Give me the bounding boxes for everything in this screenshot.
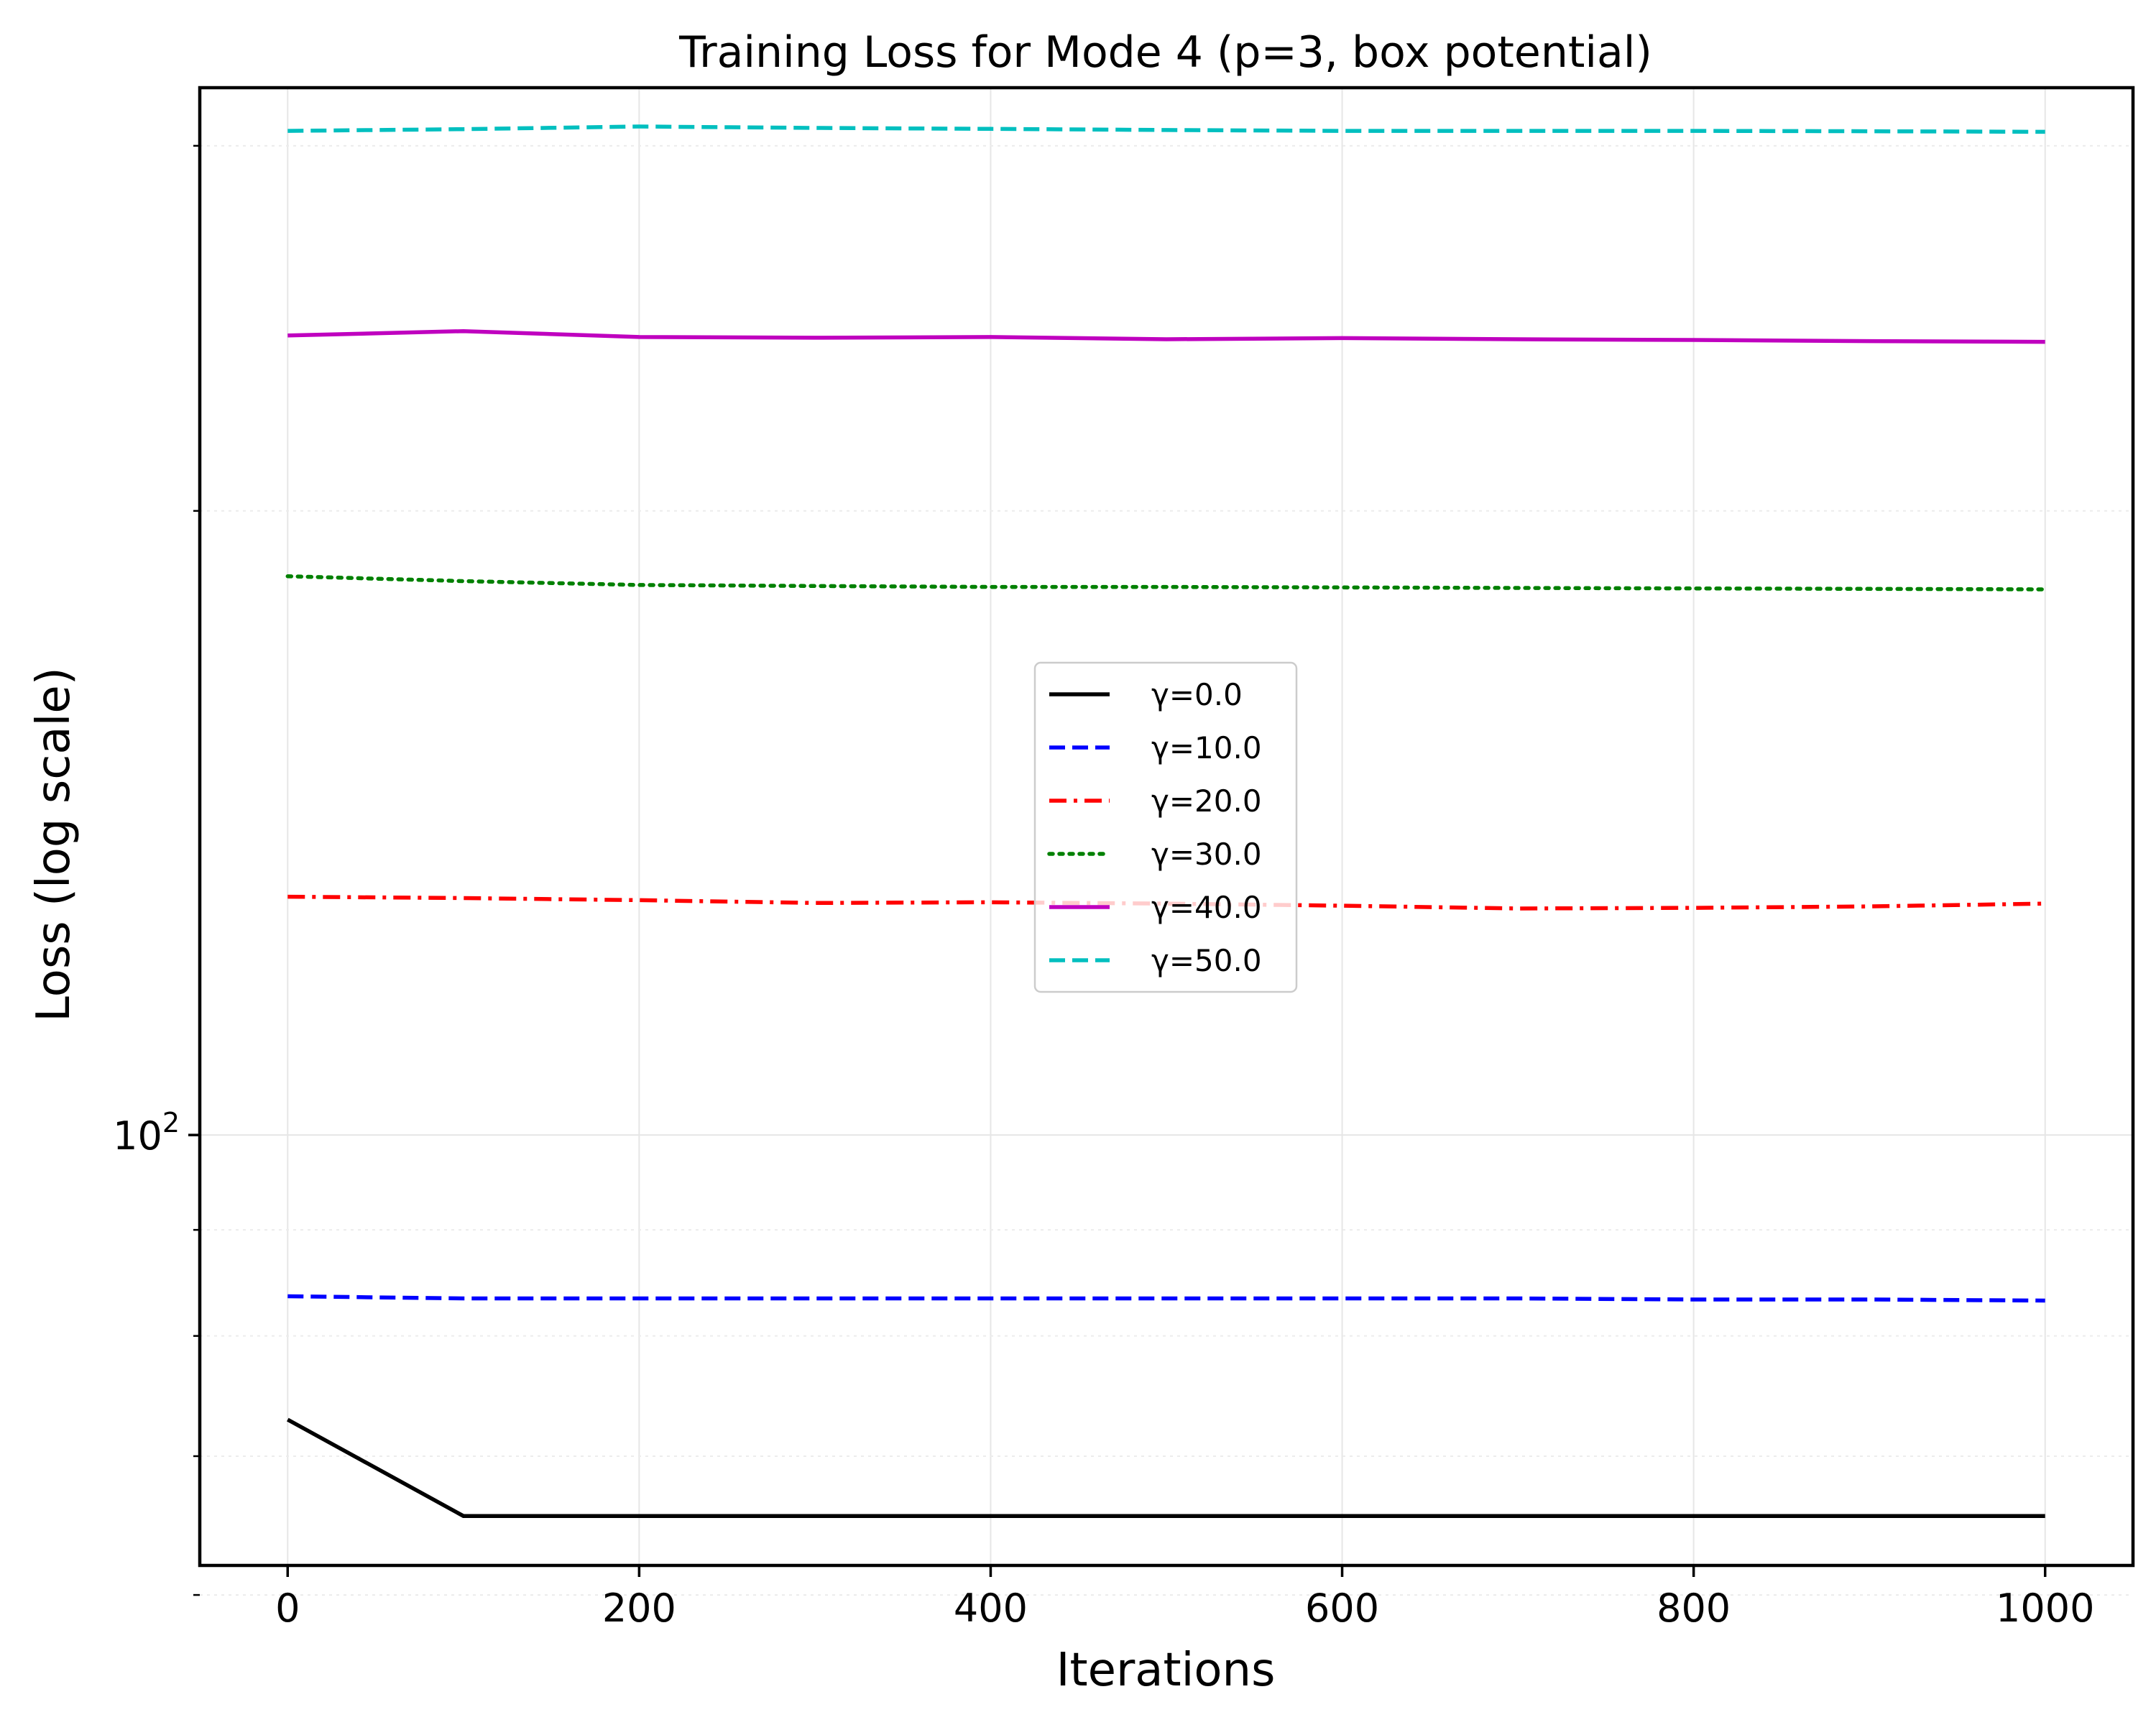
chart-title: Training Loss for Mode 4 (p=3, box poten…	[678, 27, 1652, 78]
plot-frame	[198, 86, 2135, 1568]
x-tick-label: 400	[954, 1586, 1028, 1631]
x-tick-label: 600	[1305, 1586, 1379, 1631]
legend-label: γ=40.0	[1151, 890, 1262, 925]
ticks: 0 200 400 600 800 1000 102	[113, 144, 2094, 1631]
legend-label: γ=30.0	[1151, 837, 1262, 872]
series-layer	[285, 124, 2047, 1518]
series-line-0	[286, 1417, 2045, 1518]
series-line-2	[287, 894, 2045, 911]
series-line-4	[287, 328, 2045, 344]
legend-label: γ=20.0	[1151, 783, 1262, 819]
legend: γ=0.0 γ=10.0 γ=20.0 γ=30.0 γ=40.0 γ=50.0	[1033, 661, 1298, 993]
grid	[200, 88, 2133, 1596]
legend-label: γ=10.0	[1151, 730, 1262, 765]
legend-label: γ=0.0	[1151, 677, 1243, 712]
series-line-3	[285, 574, 2047, 592]
x-tick-label: 200	[602, 1586, 676, 1631]
series-line-5	[287, 124, 2045, 134]
legend-label: γ=50.0	[1151, 943, 1262, 978]
x-axis-label: Iterations	[1056, 1644, 1276, 1697]
y-tick-label: 102	[113, 1107, 180, 1159]
x-tick-label: 1000	[1996, 1586, 2094, 1631]
x-tick-label: 800	[1657, 1586, 1731, 1631]
series-line-1	[287, 1294, 2045, 1303]
y-axis-label: Loss (log scale)	[27, 667, 80, 1021]
x-tick-label: 0	[275, 1586, 300, 1631]
legend-box	[1033, 661, 1298, 993]
